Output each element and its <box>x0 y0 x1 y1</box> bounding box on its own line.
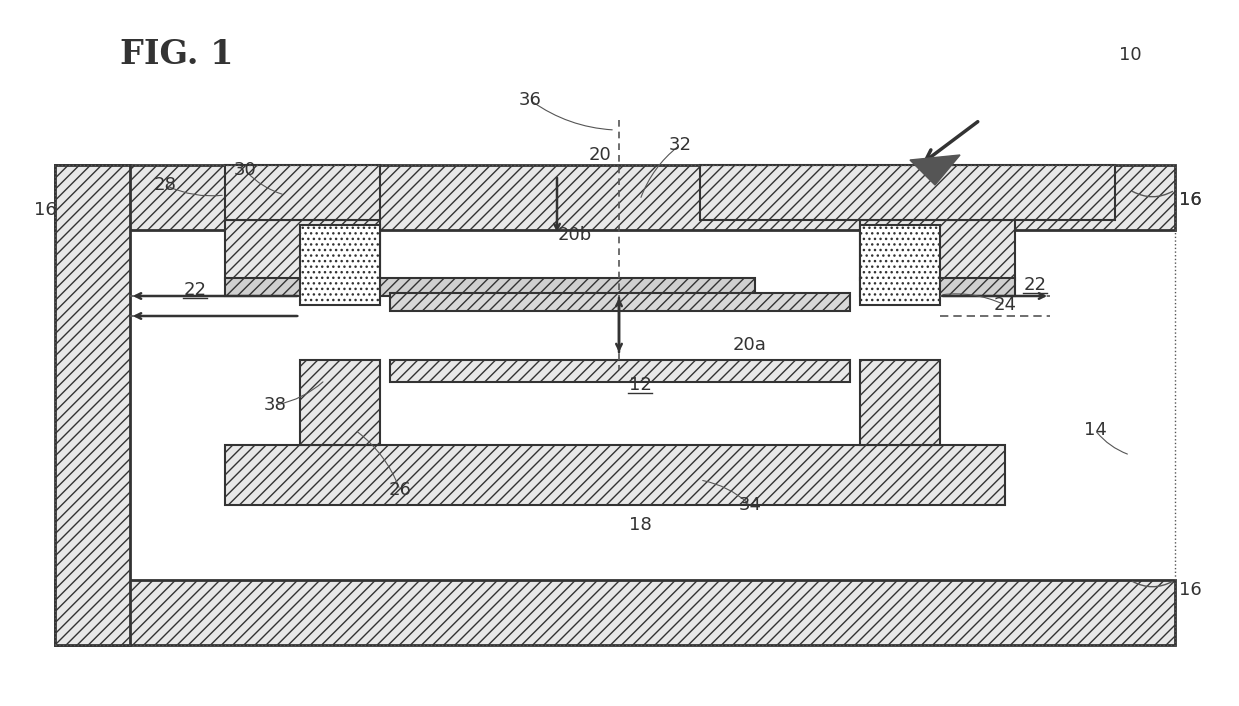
Text: 16: 16 <box>1178 581 1202 599</box>
Bar <box>860 278 1015 296</box>
Bar <box>700 165 1115 220</box>
Text: 26: 26 <box>389 481 411 499</box>
Bar <box>390 360 850 382</box>
Bar <box>225 445 1005 505</box>
Polygon shape <box>909 155 960 185</box>
Text: 24: 24 <box>994 296 1016 314</box>
Text: 16: 16 <box>1178 191 1202 209</box>
Bar <box>860 220 1015 280</box>
Text: 10: 10 <box>1119 46 1141 64</box>
Bar <box>300 360 380 445</box>
Text: FIG. 1: FIG. 1 <box>120 39 233 71</box>
Text: 22: 22 <box>183 281 207 299</box>
Text: 12: 12 <box>628 376 652 394</box>
Text: 22: 22 <box>1023 276 1047 294</box>
Text: 18: 18 <box>628 516 652 534</box>
Bar <box>225 220 380 280</box>
Text: 16: 16 <box>1178 191 1202 209</box>
Text: 28: 28 <box>154 176 176 194</box>
Text: 32: 32 <box>669 136 691 154</box>
Text: 16: 16 <box>33 201 57 219</box>
Bar <box>55 580 1175 645</box>
Bar <box>225 165 380 220</box>
Bar <box>55 165 1175 645</box>
Bar <box>860 360 940 445</box>
Bar <box>390 293 850 311</box>
Text: 34: 34 <box>738 496 762 514</box>
Bar <box>225 278 755 296</box>
Text: 30: 30 <box>234 161 256 179</box>
Bar <box>55 165 1175 230</box>
Text: 20a: 20a <box>733 336 767 354</box>
Bar <box>860 225 940 305</box>
Text: 14: 14 <box>1084 421 1106 439</box>
Text: 20: 20 <box>589 146 611 164</box>
Text: 38: 38 <box>264 396 286 414</box>
Text: 36: 36 <box>519 91 541 109</box>
Text: 20b: 20b <box>558 226 592 244</box>
Bar <box>300 225 380 305</box>
Bar <box>55 165 130 645</box>
